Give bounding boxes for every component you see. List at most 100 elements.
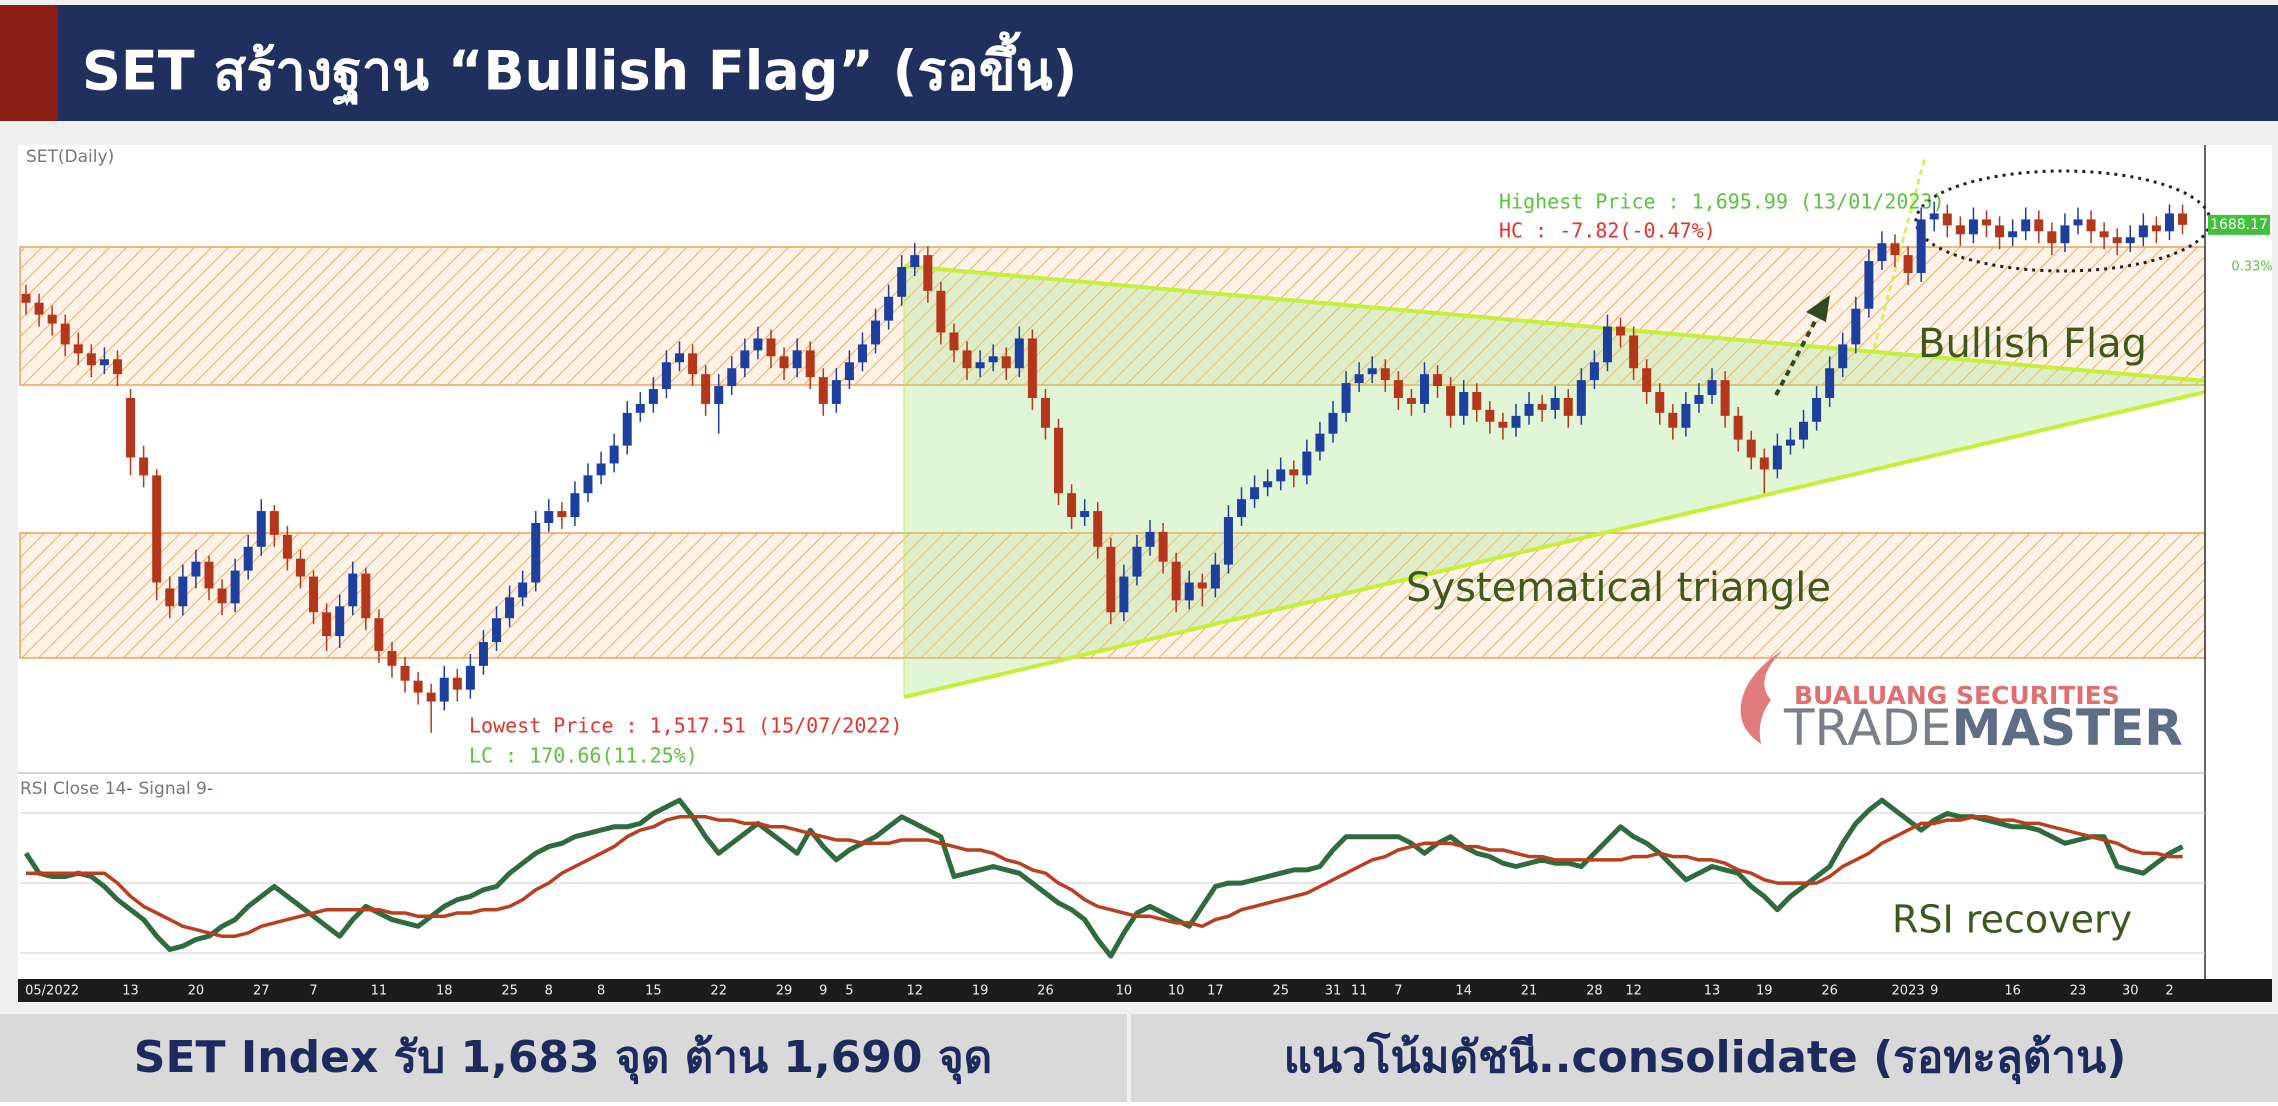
candle-body: [1655, 392, 1665, 413]
candle-body: [2047, 231, 2057, 244]
candle-body: [531, 522, 541, 583]
candle-body: [1916, 219, 1926, 273]
candle-body: [1982, 219, 1991, 226]
candle-body: [1171, 561, 1181, 601]
candle-body: [2178, 213, 2188, 225]
x-tick-label: 22: [710, 984, 727, 999]
x-tick-label: 25: [501, 984, 518, 999]
candle-body: [335, 606, 345, 637]
x-tick-label: 29: [776, 984, 793, 999]
candle-body: [1785, 439, 1795, 446]
candle-body: [1459, 392, 1469, 416]
candle-body: [217, 588, 227, 604]
candle-body: [1367, 368, 1377, 375]
candle-body: [1589, 362, 1599, 381]
candle-body: [1054, 427, 1064, 494]
candle-body: [2008, 231, 2018, 238]
x-tick-label: 26: [1037, 984, 1054, 999]
candle-body: [1040, 397, 1050, 428]
candle-body: [792, 350, 802, 369]
x-tick-label: 28: [1586, 984, 1603, 999]
x-tick-label: 23: [2070, 984, 2087, 999]
candle-body: [622, 412, 632, 446]
candle-body: [295, 558, 305, 577]
candle-body: [1341, 383, 1351, 413]
candle-body: [426, 692, 436, 702]
candle-body: [2164, 213, 2174, 232]
candle-body: [478, 642, 488, 666]
candle-body: [413, 680, 423, 693]
chart-label: SET(Daily): [26, 147, 114, 167]
x-tick-label: 7: [309, 984, 317, 999]
candle-body: [1903, 255, 1913, 273]
candle-body: [1772, 445, 1782, 470]
candle-body: [361, 573, 371, 619]
candle-body: [1955, 225, 1965, 235]
candle-body: [322, 612, 332, 637]
x-tick-label: 8: [545, 984, 553, 999]
x-tick-label: 31: [1325, 984, 1342, 999]
footer-text: แนวโน้มดัชนี..consolidate (รอทะลุต้าน): [1284, 1030, 2127, 1085]
candle-body: [1550, 397, 1560, 410]
flag-pole: [1872, 156, 1927, 350]
x-tick-label: 26: [1821, 984, 1838, 999]
candle-body: [857, 344, 867, 363]
x-tick-label: 18: [436, 984, 453, 999]
x-tick-label: 13: [122, 984, 139, 999]
candle-body: [1720, 380, 1730, 416]
candle-body: [675, 353, 684, 363]
triangle-area: [904, 266, 2205, 697]
candle-body: [1197, 582, 1207, 589]
candle-body: [34, 302, 44, 315]
candle-body: [1119, 576, 1129, 613]
candle-body: [2151, 225, 2161, 232]
candle-body: [1602, 326, 1612, 363]
x-tick-label: 16: [2004, 984, 2021, 999]
candle-body: [1864, 261, 1874, 309]
price-tag-label: 1688.17: [2210, 217, 2268, 233]
annotation: Highest Price : 1,695.99 (13/01/2023): [1499, 190, 1945, 214]
candle-body: [1223, 517, 1233, 565]
candle-body: [1642, 368, 1652, 393]
candle-body: [740, 350, 750, 369]
candle-body: [1629, 335, 1639, 369]
candle-body: [492, 618, 502, 643]
candle-body: [2060, 225, 2070, 244]
triangle-upper: [903, 264, 2206, 383]
candle-body: [73, 344, 83, 354]
candle-body: [99, 359, 109, 366]
candle-body: [1406, 397, 1416, 404]
candle-body: [204, 561, 214, 589]
header-accent: [0, 5, 58, 121]
logo-trade: TRADE: [1783, 699, 1952, 757]
x-tick-label: 05/2022: [25, 984, 79, 999]
candle-body: [910, 255, 920, 268]
candle-body: [126, 397, 136, 458]
candle-body: [1498, 421, 1508, 428]
candle-body: [282, 534, 292, 559]
candle-body: [1563, 397, 1573, 416]
candle-body: [387, 650, 397, 666]
candle-body: [1302, 451, 1312, 476]
candle-body: [2138, 225, 2148, 238]
candle-body: [1759, 457, 1769, 470]
footer-box: [0, 1014, 1127, 1102]
x-tick-label: 21: [1521, 984, 1538, 999]
candle-body: [2086, 219, 2096, 232]
x-tick-label: 12: [1625, 984, 1642, 999]
candle-body: [400, 665, 410, 681]
x-tick-label: 9: [1930, 984, 1938, 999]
x-tick-label: 11: [371, 984, 388, 999]
candle-body: [1825, 368, 1835, 398]
annotation: Bullish Flag: [1918, 321, 2147, 367]
candle-body: [439, 677, 449, 702]
candle-body: [452, 677, 462, 690]
legend-entry: RSI Close 14: [20, 779, 126, 799]
candle-body: [583, 475, 593, 494]
x-tick-label: 7: [1394, 984, 1402, 999]
header-bar: [0, 5, 2278, 121]
candle-body: [1158, 531, 1168, 562]
candle-body: [1001, 356, 1011, 369]
candle-body: [269, 511, 279, 535]
